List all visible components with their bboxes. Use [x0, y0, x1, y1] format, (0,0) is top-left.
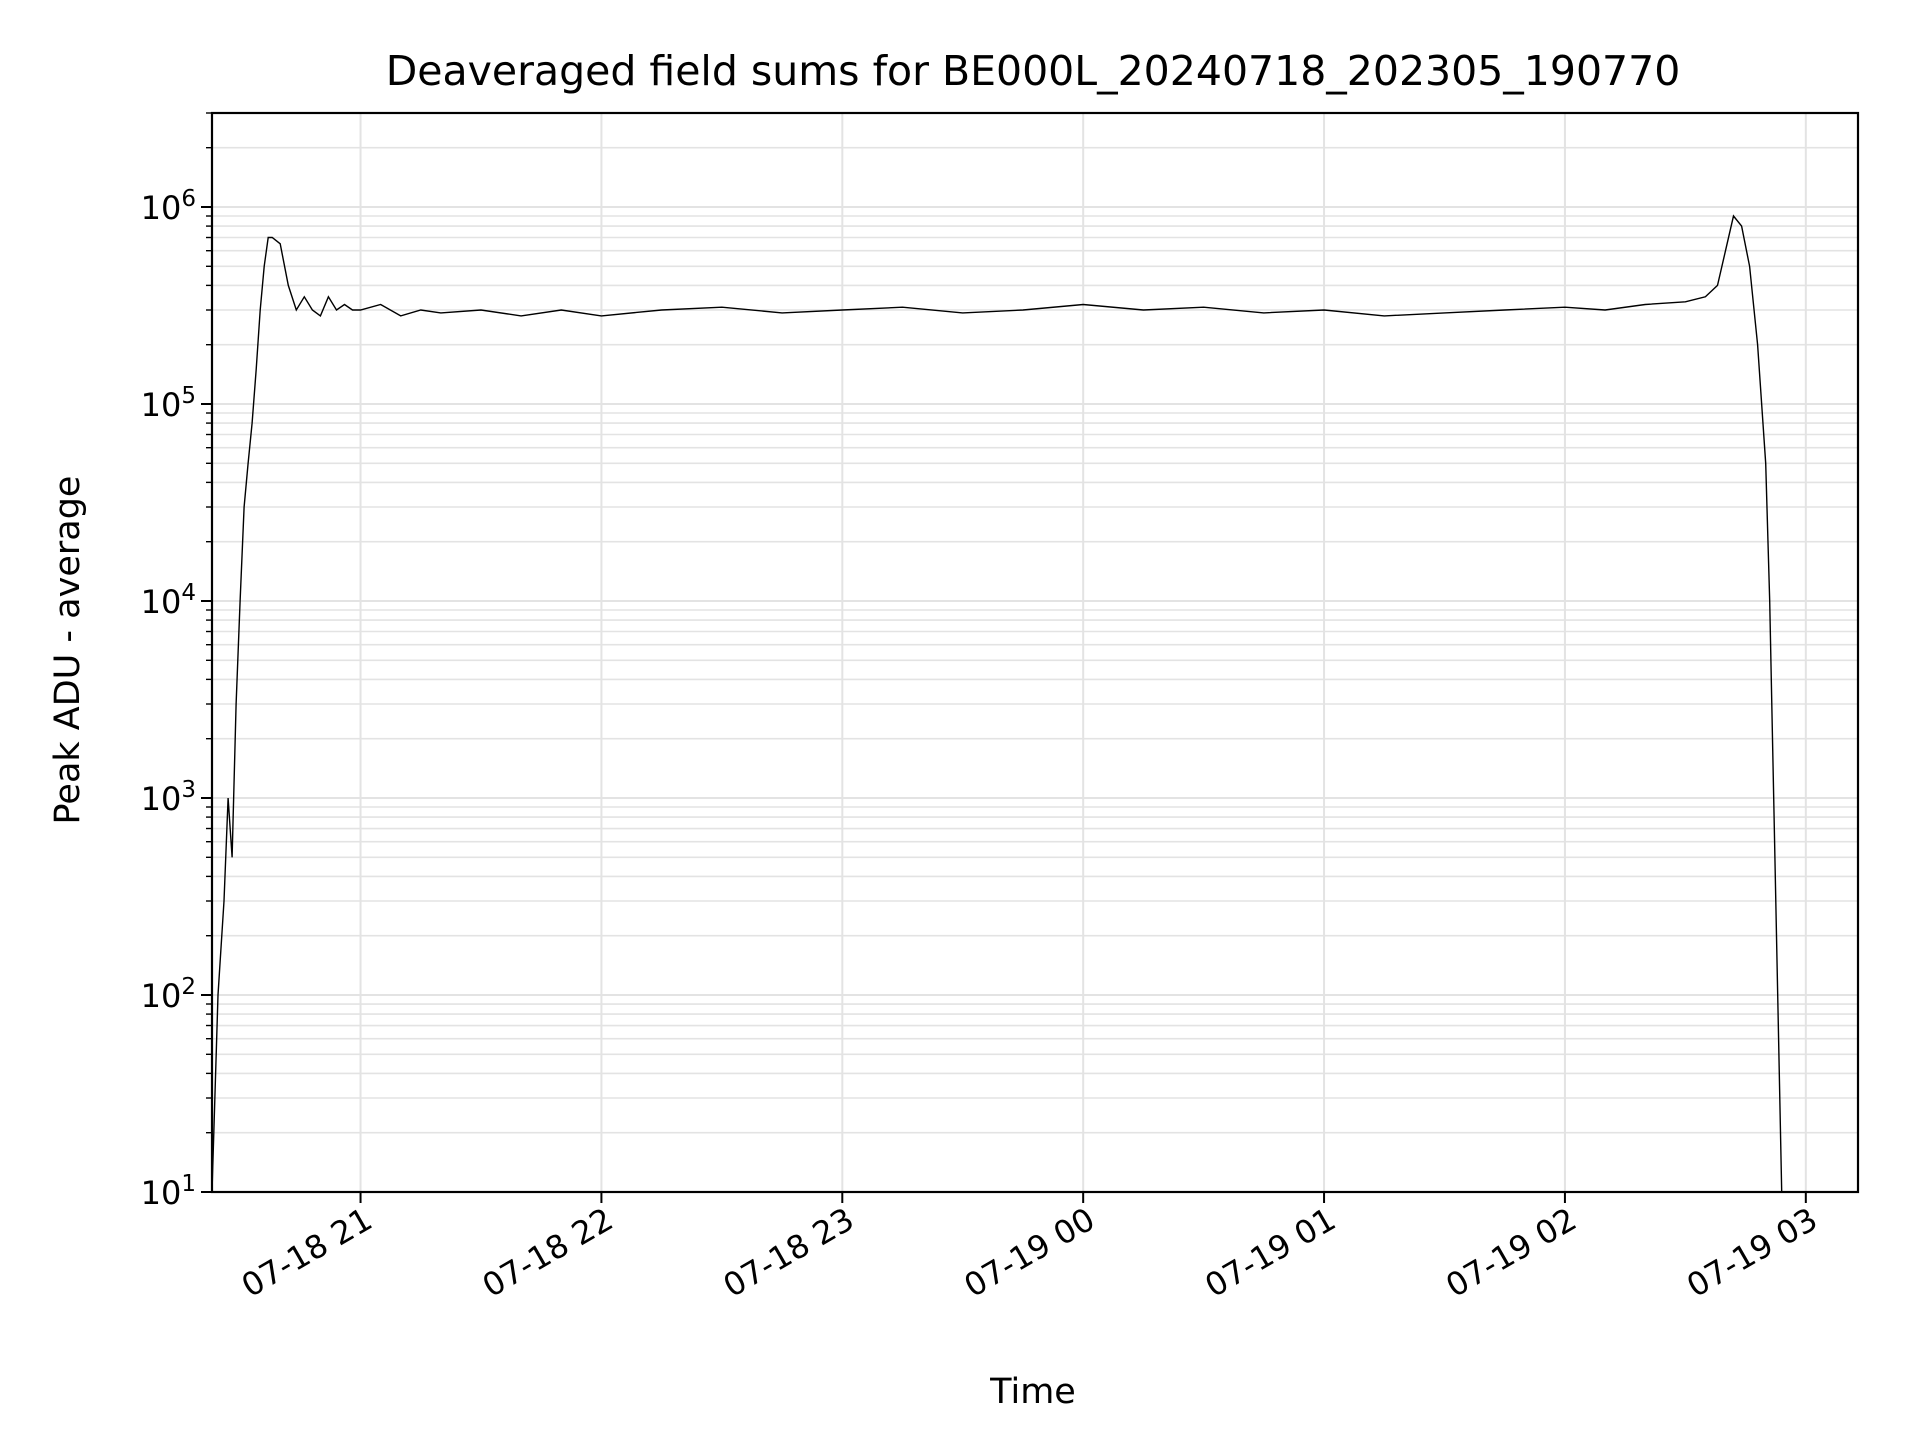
y-axis-label: Peak ADU - average — [48, 476, 88, 825]
y-tick-label: 106 — [141, 186, 196, 227]
y-tick-label: 102 — [141, 974, 196, 1015]
y-axis-ticks: 101 102 103 104 105 106 — [141, 112, 212, 1212]
plot-area — [211, 214, 1783, 1193]
chart-title: Deaveraged field sums for BE000L_2024071… — [386, 47, 1681, 95]
y-tick-label: 105 — [141, 383, 196, 424]
grid — [212, 112, 1858, 1193]
x-axis-label: Time — [989, 1372, 1076, 1412]
y-tick-label: 103 — [141, 777, 196, 818]
axes-frame — [210, 111, 1860, 1194]
series-line — [211, 214, 1783, 1193]
y-tick-label: 101 — [141, 1171, 196, 1212]
y-tick-label: 104 — [141, 580, 196, 621]
